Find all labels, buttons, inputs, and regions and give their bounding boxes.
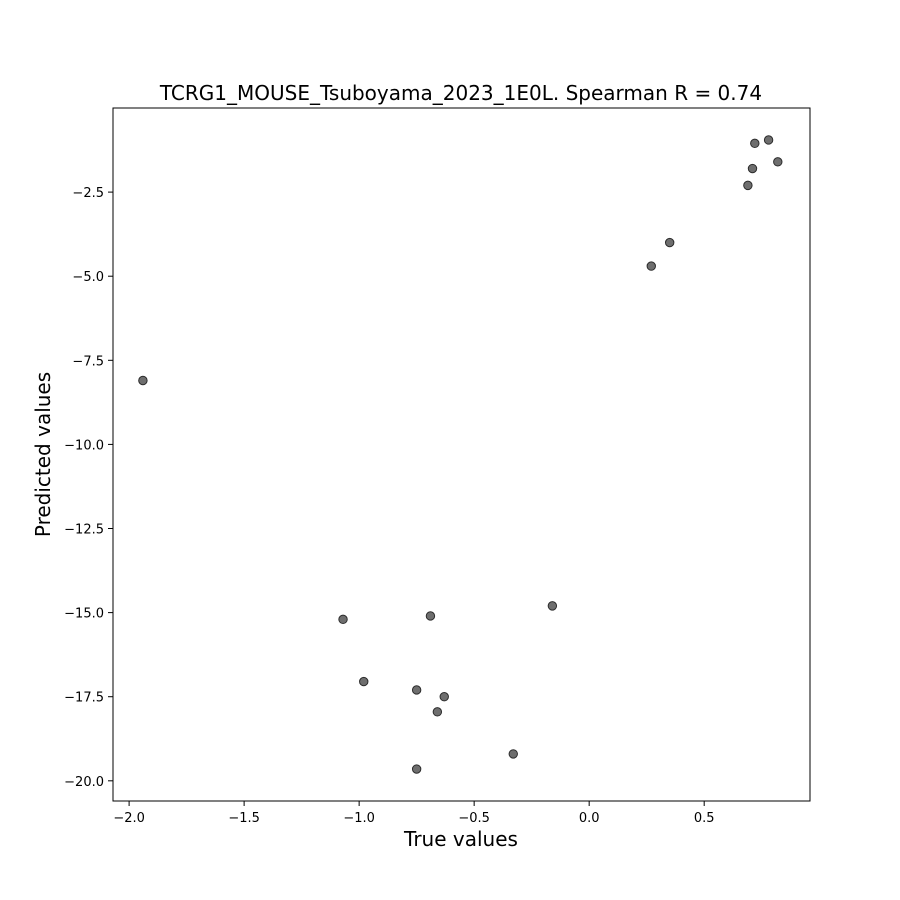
x-tick-label: 0.5 — [694, 811, 715, 826]
data-point — [763, 135, 774, 145]
data-point — [439, 692, 449, 702]
x-tick-label: 0.0 — [579, 811, 600, 826]
data-point — [773, 157, 783, 167]
x-tick-label: −1.0 — [343, 811, 375, 826]
y-axis: −20.0 −17.5 −15.0 −12.5 −10.0 −7.5 −5.0 −2.5 — [64, 186, 113, 790]
x-tick-label: −1.5 — [228, 811, 260, 826]
data-point — [432, 707, 443, 717]
y-tick-label: −7.5 — [72, 354, 104, 369]
y-tick-label: −15.0 — [64, 607, 104, 622]
data-point — [664, 237, 675, 248]
x-axis-label: True values — [403, 827, 518, 851]
data-point — [750, 138, 760, 149]
data-point — [411, 764, 422, 774]
y-tick-label: −17.5 — [64, 691, 104, 706]
y-tick-label: −10.0 — [64, 438, 104, 453]
chart-title: TCRG1_MOUSE_Tsuboyama_2023_1E0L. Spearma… — [159, 81, 762, 105]
y-tick-label: −12.5 — [64, 523, 104, 538]
data-point — [508, 749, 518, 759]
y-tick-label: −5.0 — [72, 270, 104, 285]
data-point — [646, 261, 656, 271]
x-tick-label: −2.0 — [113, 811, 145, 826]
data-point — [547, 601, 558, 611]
data-point — [411, 685, 422, 695]
x-axis: −2.0 −1.5 −1.0 −0.5 0.0 0.5 — [113, 801, 715, 826]
data-point — [338, 614, 348, 625]
data-point — [747, 163, 758, 174]
plot-area — [112, 107, 811, 802]
y-tick-label: −2.5 — [72, 186, 104, 201]
y-tick-label: −20.0 — [64, 775, 104, 790]
data-point — [743, 180, 753, 191]
data-point — [425, 611, 436, 621]
data-point — [359, 676, 369, 687]
x-tick-label: −0.5 — [458, 811, 490, 826]
data-point — [138, 375, 148, 386]
y-axis-label: Predicted values — [31, 372, 55, 537]
data-points — [138, 135, 783, 774]
